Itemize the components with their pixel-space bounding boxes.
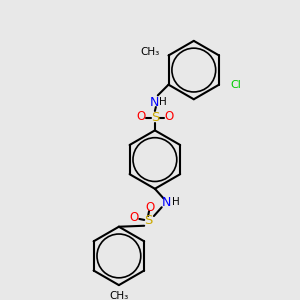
Text: O: O (136, 110, 146, 123)
Text: S: S (144, 214, 152, 227)
Text: O: O (164, 110, 173, 123)
Text: CH₃: CH₃ (140, 46, 160, 57)
Text: H: H (172, 197, 180, 207)
Text: CH₃: CH₃ (109, 291, 128, 300)
Text: O: O (146, 201, 154, 214)
Text: S: S (151, 111, 159, 124)
Text: O: O (130, 212, 139, 224)
Text: Cl: Cl (231, 80, 242, 90)
Text: N: N (150, 96, 160, 109)
Text: N: N (162, 196, 171, 209)
Text: H: H (159, 97, 167, 107)
